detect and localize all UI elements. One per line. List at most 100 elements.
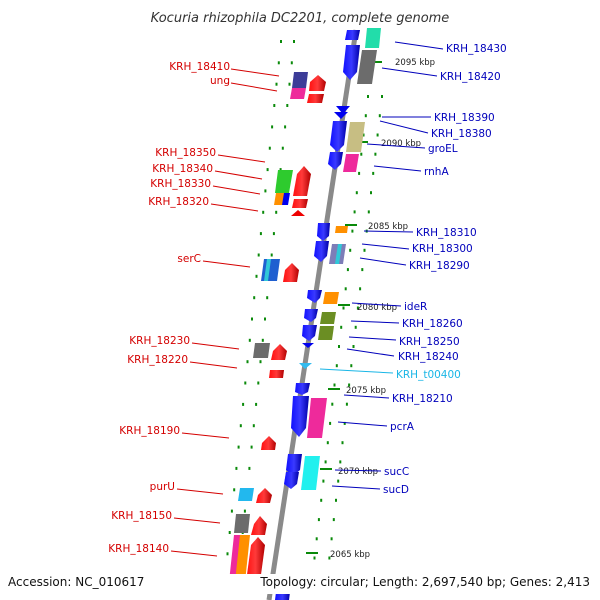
gene-krh-18430[interactable] [365,28,381,48]
track-dot [320,498,323,502]
label-krh-18340[interactable]: KRH_18340 [152,163,213,175]
label-krh-18300[interactable]: KRH_18300 [412,243,473,255]
gene-krh-18310[interactable] [317,223,330,241]
kbp-label: 2070 kbp [338,467,378,477]
gene-krh-18340[interactable] [293,166,311,196]
label-krh-18240[interactable]: KRH_18240 [398,351,459,363]
gene-krh-18440[interactable] [345,30,360,40]
leader-line [189,361,238,369]
label-ung[interactable]: ung [210,75,230,87]
label-succ[interactable]: sucC [384,466,409,478]
label-krh-18150[interactable]: KRH_18150 [111,510,172,522]
gene-krh-18390[interactable] [334,112,348,119]
gene-succ[interactable] [301,456,320,490]
label-krh-18250[interactable]: KRH_18250 [399,336,460,348]
gene-puru-left[interactable] [238,488,254,501]
label-ider[interactable]: ideR [404,301,427,313]
label-krh-18140[interactable]: KRH_18140 [108,543,169,555]
gene-krh-18320b[interactable] [292,199,308,208]
gene-krh-18420[interactable] [357,50,377,84]
leader-line [359,257,407,266]
gene-krh-18270[interactable] [304,309,318,322]
gene-krh-18320[interactable] [291,210,305,216]
label-krh-18210[interactable]: KRH_18210 [392,393,453,405]
label-krh-18190[interactable]: KRH_18190 [119,425,180,437]
gene-ung[interactable] [309,75,326,91]
label-krh-18420[interactable]: KRH_18420 [440,71,501,83]
gene-krh-18190[interactable] [261,436,276,450]
leader-line [173,517,221,524]
gene-krh-18260[interactable] [320,312,336,324]
track-dot [335,364,338,368]
gene-puru[interactable] [256,488,272,503]
gene-krh-18150b[interactable] [251,516,267,535]
gene-krh-18300[interactable] [314,241,329,262]
gene-ung-b[interactable] [307,94,324,103]
gene-pcra-left[interactable] [291,396,309,437]
gene-krh-18230b[interactable] [271,344,287,360]
gene-krh-18400[interactable] [336,106,350,114]
label-krh-18350[interactable]: KRH_18350 [155,147,216,159]
gene-krh-18310b[interactable] [335,226,348,233]
gene-sucd-left[interactable] [284,472,299,489]
label-krh-18290[interactable]: KRH_18290 [409,260,470,272]
track-dot [330,537,333,541]
gene-krh-18150[interactable] [234,514,250,533]
gene-krh-18250[interactable] [302,325,317,341]
label-serc[interactable]: serC [177,253,201,265]
track-dot [281,146,284,150]
label-krh-18260[interactable]: KRH_18260 [402,318,463,330]
track-dot [328,556,331,560]
label-krh-18230[interactable]: KRH_18230 [129,335,190,347]
label-krh-t00400[interactable]: KRH_t00400 [396,369,461,381]
gene-krh-18410[interactable] [292,72,308,88]
label-krh-18380[interactable]: KRH_18380 [431,128,492,140]
leader-line [350,320,400,324]
gene-krh-t00400[interactable] [299,363,312,369]
track-dot [262,210,265,214]
label-krh-18310[interactable]: KRH_18310 [416,227,477,239]
gene-krh-18380[interactable] [330,121,347,152]
gene-ider[interactable] [323,292,339,304]
track-dot [275,82,278,86]
gene-krh-18210[interactable] [295,383,310,395]
label-sucd[interactable]: sucD [383,484,409,496]
gene-krh-18140b[interactable] [235,535,250,582]
label-krh-18320[interactable]: KRH_18320 [148,196,209,208]
track-dot [367,95,369,98]
track-dot [354,325,357,329]
track-dot [353,210,356,214]
gene-pcra[interactable] [307,398,327,438]
gene-krh-18230[interactable] [253,343,270,358]
gene-groes[interactable] [328,152,343,170]
label-krh-18410[interactable]: KRH_18410 [169,61,230,73]
label-puru[interactable]: purU [150,481,175,493]
label-krh-18390[interactable]: KRH_18390 [434,112,495,124]
gene-rnha[interactable] [343,154,359,172]
gene-serc[interactable] [283,263,299,282]
label-krh-18220[interactable]: KRH_18220 [127,354,188,366]
gene-grol[interactable] [346,122,365,152]
track-dot [339,460,342,464]
label-pcra[interactable]: pcrA [390,421,415,433]
track-dot [271,125,274,129]
gene-krh-18220[interactable] [269,370,284,378]
gene-krh-18330b[interactable] [282,193,290,205]
gene-succ-left[interactable] [286,454,302,476]
track-dot [324,460,327,464]
gene-krh-18240[interactable] [318,326,334,340]
gene-krh-18350[interactable] [275,170,293,193]
gene-krh-18245[interactable] [302,343,314,348]
track-dot [246,360,249,364]
gene-ider-left[interactable] [307,290,322,303]
gene-krh-18140c[interactable] [246,537,265,582]
track-dot [261,338,264,342]
label-groel[interactable]: groEL [428,143,458,155]
gene-ung-adj[interactable] [290,88,306,99]
kbp-label: 2065 kbp [330,550,370,560]
gene-krh-18430-arrow[interactable] [343,45,360,80]
label-krh-18430[interactable]: KRH_18430 [446,43,507,55]
leader-line [337,421,388,427]
label-krh-18330[interactable]: KRH_18330 [150,178,211,190]
label-rnha[interactable]: rnhA [424,166,449,178]
